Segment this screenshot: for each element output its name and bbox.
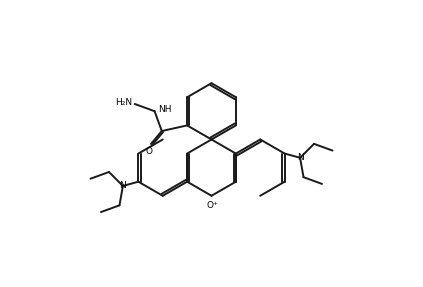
Text: N: N — [120, 181, 126, 190]
Text: N: N — [297, 153, 303, 162]
Text: H₂N: H₂N — [115, 98, 133, 107]
Text: NH: NH — [158, 105, 171, 114]
Text: O⁺: O⁺ — [207, 201, 219, 210]
Text: O: O — [146, 147, 152, 156]
